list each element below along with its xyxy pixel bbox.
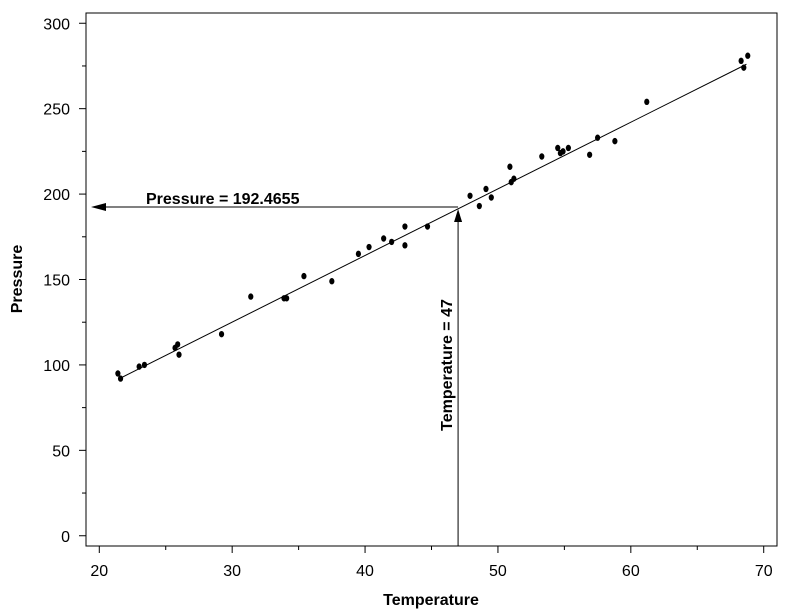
x-tick-label: 30 xyxy=(223,563,241,580)
annotation-group: Pressure = 192.4655 Temperature = 47 xyxy=(91,191,463,546)
data-point xyxy=(284,295,290,302)
y-tick-label: 0 xyxy=(61,529,70,546)
data-point xyxy=(560,148,566,155)
x-tick-label: 40 xyxy=(356,563,374,580)
data-point xyxy=(355,250,362,258)
data-point xyxy=(539,153,545,160)
data-point xyxy=(511,175,517,182)
temperature-annotation: Temperature = 47 xyxy=(439,299,456,431)
x-axis-title: Temperature xyxy=(383,592,479,609)
data-point xyxy=(587,151,593,158)
data-point xyxy=(467,192,473,199)
fit-line-group xyxy=(118,63,747,380)
y-tick-label: 100 xyxy=(43,358,70,375)
data-point xyxy=(389,238,395,246)
data-point xyxy=(218,330,225,338)
y-tick-label: 200 xyxy=(43,187,70,204)
data-point xyxy=(424,223,431,230)
y-axis-title: Pressure xyxy=(9,245,26,314)
data-point xyxy=(115,370,121,377)
fit-line xyxy=(118,63,747,380)
data-point xyxy=(329,278,335,285)
x-tick-label: 60 xyxy=(622,563,640,580)
data-point xyxy=(136,363,142,370)
pressure-annotation: Pressure = 192.4655 xyxy=(146,191,300,208)
data-points xyxy=(115,52,751,382)
data-point xyxy=(176,351,182,358)
x-tick-label: 70 xyxy=(755,563,773,580)
temperature-arrow-head xyxy=(454,208,463,222)
y-tick-label: 50 xyxy=(52,443,70,460)
axis-ticks: 20 30 40 50 60 70 0 50 100 150 200 250 300 xyxy=(43,16,772,580)
plot-frame xyxy=(85,12,778,547)
data-point xyxy=(402,223,408,230)
data-point xyxy=(644,98,650,106)
data-point xyxy=(117,375,124,382)
y-tick-label: 250 xyxy=(43,102,70,119)
data-point xyxy=(476,202,482,210)
data-point xyxy=(595,134,601,141)
data-point xyxy=(366,243,372,251)
pressure-arrow-head xyxy=(91,202,106,211)
x-tick-label: 50 xyxy=(489,563,507,580)
data-point xyxy=(745,52,751,59)
data-point xyxy=(555,144,561,152)
data-point xyxy=(738,57,744,65)
y-tick-label: 150 xyxy=(43,273,70,290)
data-point xyxy=(565,144,571,152)
data-point xyxy=(175,341,181,348)
data-point xyxy=(402,242,408,249)
x-tick-label: 20 xyxy=(90,563,108,580)
data-point xyxy=(483,185,489,193)
data-point xyxy=(488,194,494,201)
data-point xyxy=(741,64,747,71)
data-point xyxy=(381,235,387,242)
data-point xyxy=(248,293,254,300)
y-tick-label: 300 xyxy=(43,16,70,33)
data-point xyxy=(141,361,148,369)
data-point xyxy=(612,137,618,145)
data-point xyxy=(301,272,307,280)
data-point xyxy=(507,163,513,170)
